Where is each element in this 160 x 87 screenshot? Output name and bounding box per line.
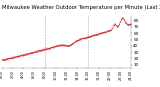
Text: Milwaukee Weather Outdoor Temperature per Minute (Last 24 Hours): Milwaukee Weather Outdoor Temperature pe… bbox=[2, 5, 160, 10]
